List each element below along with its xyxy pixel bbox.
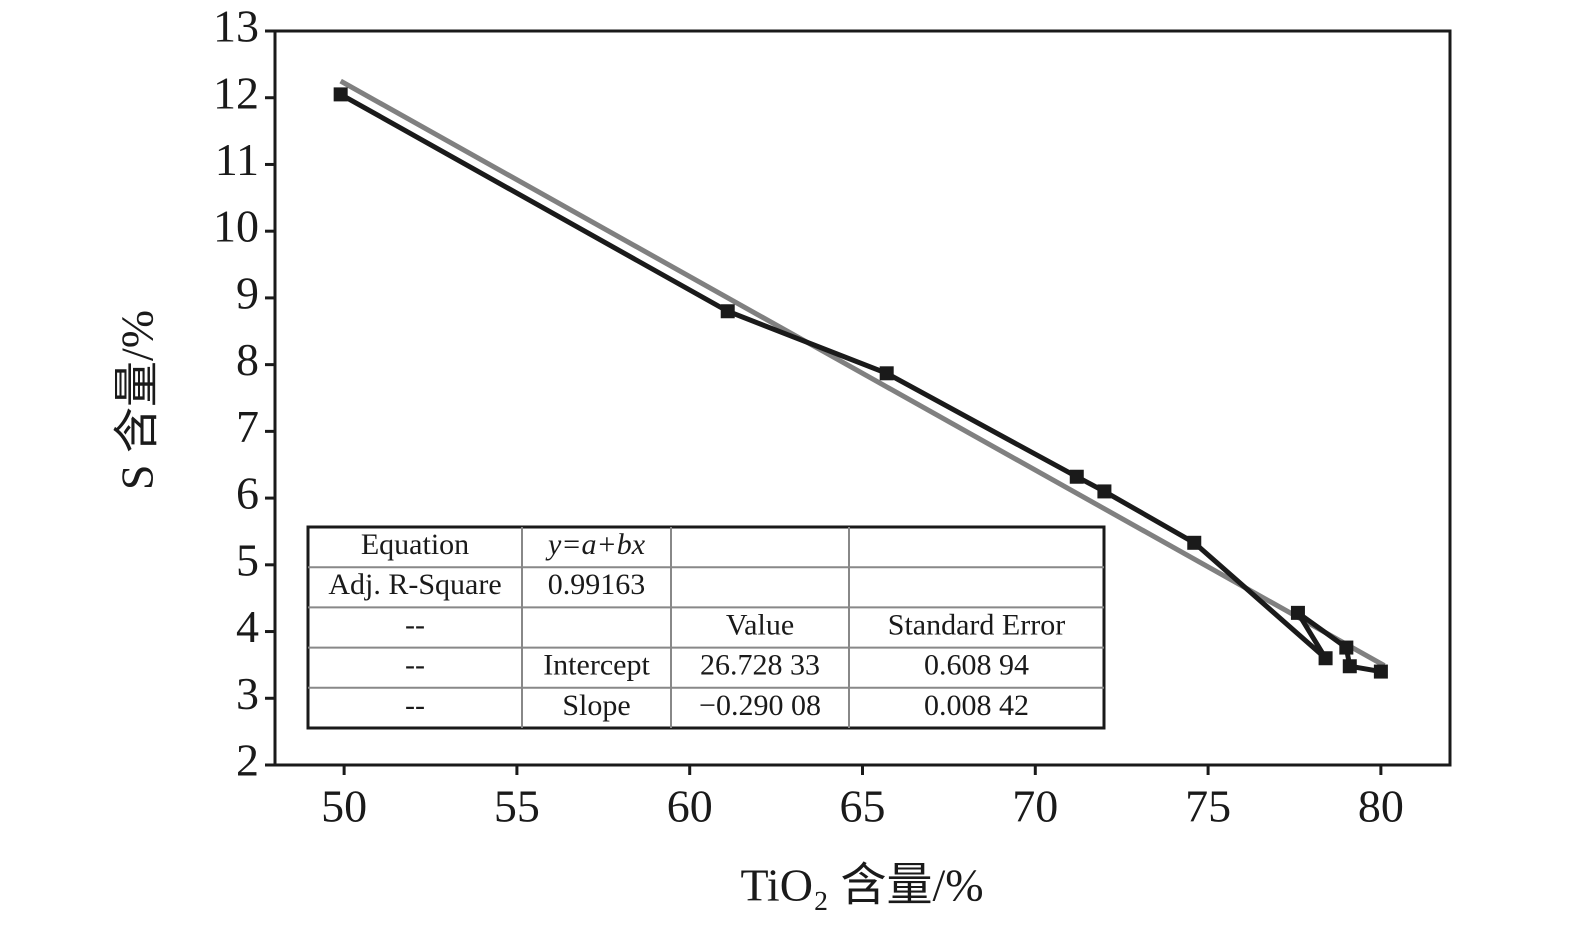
marker	[1342, 659, 1357, 674]
x-tick-label: 65	[840, 781, 886, 832]
x-tick-label: 50	[321, 781, 367, 832]
marker	[879, 366, 894, 381]
marker	[1318, 651, 1333, 666]
table-cell: --	[405, 689, 425, 722]
y-tick-label: 7	[236, 401, 259, 452]
marker	[1187, 535, 1202, 550]
table-cell: 0.608 94	[924, 649, 1029, 682]
table-cell: --	[405, 608, 425, 641]
y-tick-label: 11	[215, 134, 259, 185]
y-tick-label: 5	[236, 534, 259, 585]
table-cell: 26.728 33	[700, 649, 820, 682]
table-cell: y=a+bx	[545, 528, 646, 561]
marker	[1097, 484, 1112, 499]
table-cell: 0.008 42	[924, 689, 1029, 722]
marker	[1290, 605, 1305, 620]
y-tick-label: 2	[236, 735, 259, 786]
table-cell: Equation	[361, 528, 469, 561]
x-tick-label: 75	[1185, 781, 1231, 832]
y-axis-title: S 含量/%	[112, 310, 163, 490]
table-cell: Slope	[562, 689, 630, 722]
table-cell: Intercept	[543, 649, 650, 682]
marker	[1339, 640, 1354, 655]
y-tick-label: 10	[213, 201, 259, 252]
table-cell: Adj. R-Square	[328, 568, 501, 601]
series-line	[339, 78, 1386, 668]
x-tick-label: 60	[667, 781, 713, 832]
marker	[1069, 469, 1084, 484]
y-tick-label: 8	[236, 334, 259, 385]
table-cell: Value	[726, 608, 794, 641]
y-tick-label: 3	[236, 668, 259, 719]
y-tick-label: 9	[236, 267, 259, 318]
y-tick-label: 4	[236, 601, 259, 652]
table-cell: --	[405, 649, 425, 682]
y-tick-label: 13	[213, 1, 259, 52]
x-tick-label: 70	[1012, 781, 1058, 832]
y-tick-label: 12	[213, 67, 259, 118]
table-bg	[306, 525, 1106, 730]
x-tick-label: 80	[1358, 781, 1404, 832]
y-tick-label: 6	[236, 468, 259, 519]
marker	[1373, 664, 1388, 679]
x-tick-label: 55	[494, 781, 540, 832]
marker	[720, 304, 735, 319]
x-axis-title: TiO₂ 含量/%	[740, 860, 983, 911]
table-cell: 0.99163	[548, 568, 646, 601]
table-cell: −0.290 08	[699, 689, 821, 722]
marker	[333, 87, 348, 102]
table-cell: Standard Error	[888, 608, 1065, 641]
